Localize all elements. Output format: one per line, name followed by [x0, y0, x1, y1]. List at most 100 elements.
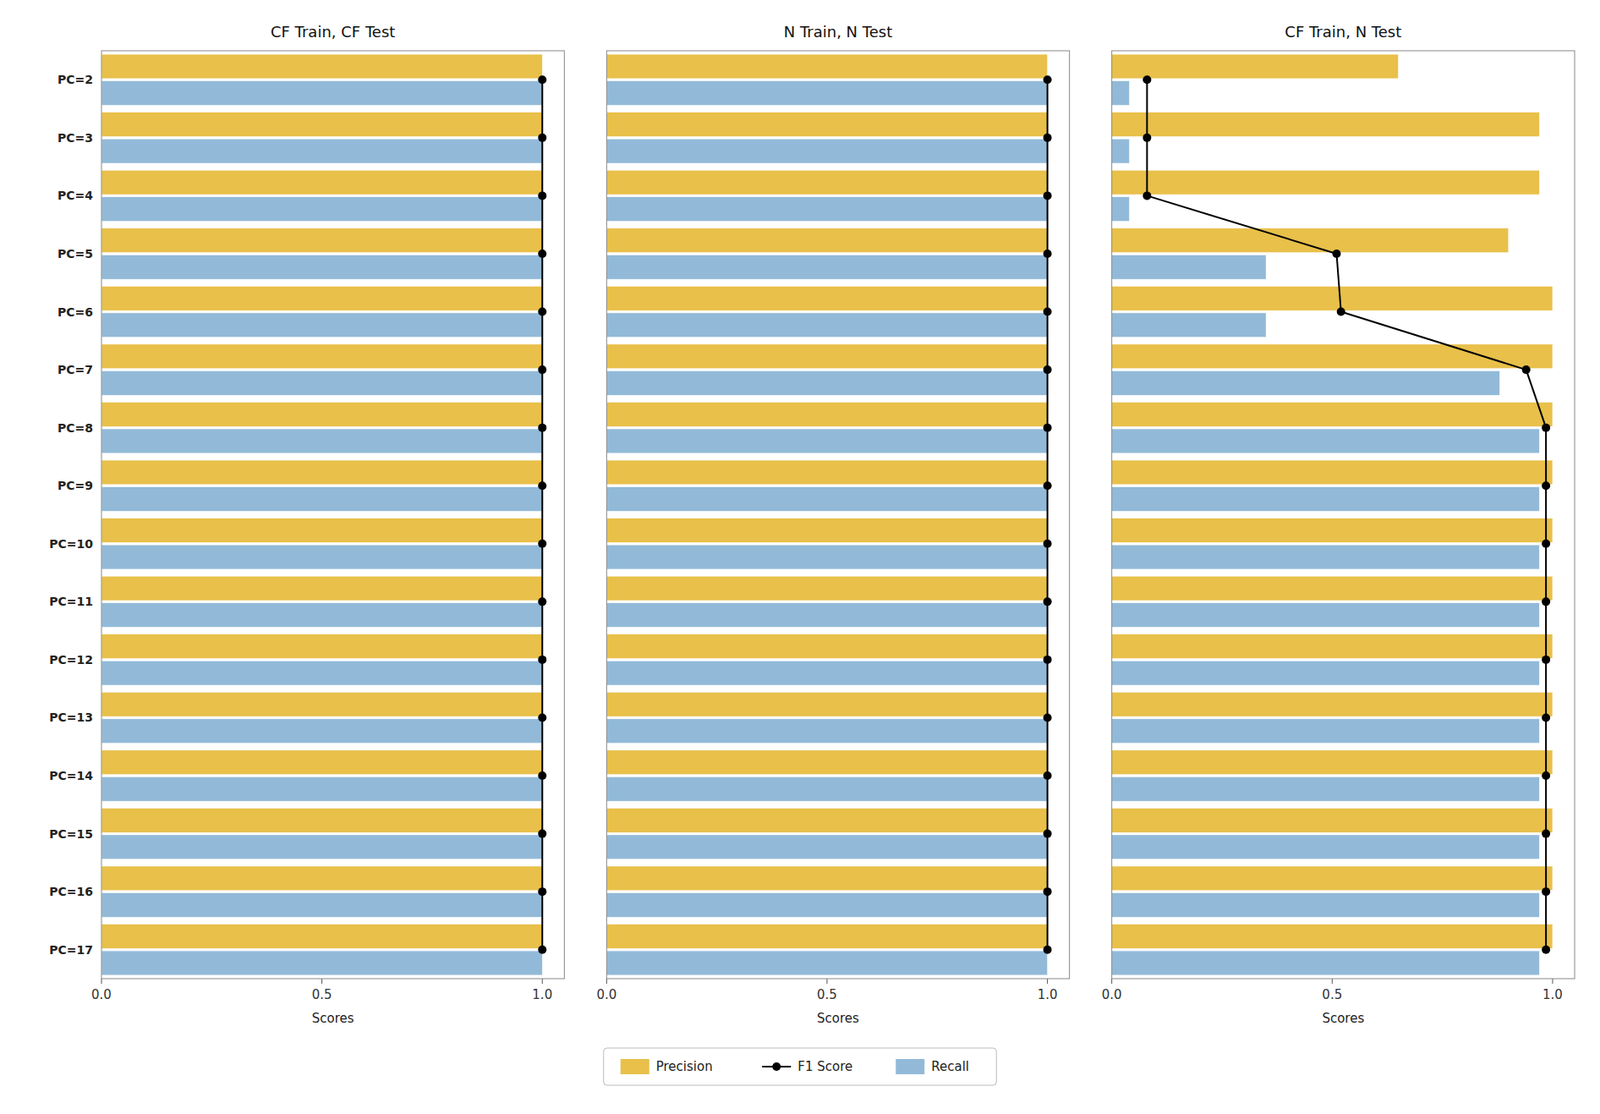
tick-label: 0.0 [596, 986, 617, 1003]
x-axis-label: Scores [1321, 1010, 1365, 1026]
bar [1112, 544, 1540, 570]
marker [537, 597, 547, 606]
bar [1112, 401, 1553, 427]
bar [606, 634, 1047, 659]
bar [606, 602, 1047, 628]
bar [101, 518, 543, 543]
bar [101, 112, 543, 137]
panel: 0.00.51.0CF Train, N TestScores [1101, 22, 1575, 1026]
bar [101, 54, 543, 79]
figure: 0.00.51.0PC=2PC=3PC=4PC=5PC=6PC=7PC=8PC=… [0, 0, 1600, 1114]
bar [101, 228, 543, 253]
bar [1112, 254, 1266, 280]
bar [606, 834, 1047, 860]
bar [101, 81, 543, 106]
bar [1112, 602, 1540, 628]
category-label: PC=15 [49, 827, 94, 841]
bar [101, 370, 543, 395]
tick-label: 0.5 [312, 986, 333, 1003]
plot-background [101, 50, 565, 979]
marker [537, 481, 547, 490]
bar [606, 370, 1047, 395]
bar [101, 344, 543, 369]
plot-frame [606, 50, 1069, 979]
bar [1112, 750, 1553, 775]
bar [1112, 428, 1540, 454]
bar [606, 807, 1047, 833]
bar [1112, 691, 1553, 717]
category-label: PC=14 [49, 768, 94, 783]
category-label: PC=4 [57, 188, 94, 203]
tick-mark [606, 978, 608, 984]
marker [537, 887, 547, 896]
bar [1112, 370, 1501, 395]
bar [1112, 865, 1553, 891]
tick-mark [1111, 978, 1113, 984]
tick-label: 0.5 [1321, 986, 1343, 1003]
bar [101, 660, 543, 685]
plot-area [101, 54, 547, 976]
marker [1043, 75, 1053, 84]
tick-label: 0.0 [1101, 986, 1123, 1003]
category-label: PC=7 [57, 362, 94, 377]
bar [606, 518, 1047, 543]
bar [606, 487, 1047, 512]
marker [537, 712, 547, 722]
bar [101, 138, 543, 164]
marker [1522, 365, 1531, 374]
bar [606, 312, 1047, 338]
bar [1112, 834, 1540, 860]
plot-frame [101, 50, 565, 979]
bar [101, 602, 543, 628]
bar [606, 254, 1047, 280]
bar [101, 691, 543, 717]
marker [1541, 829, 1551, 839]
bar [606, 460, 1047, 485]
bar [1112, 312, 1266, 338]
marker [537, 133, 547, 143]
bar [606, 197, 1047, 222]
marker [537, 829, 547, 839]
bar [1112, 893, 1540, 918]
bar [101, 401, 543, 427]
bar [101, 893, 543, 918]
marker [1043, 191, 1053, 200]
bar [101, 924, 543, 949]
bar [606, 575, 1047, 601]
panel-title: N Train, N Test [783, 22, 893, 41]
tick-label: 0.5 [816, 986, 838, 1003]
legend-box [603, 1047, 998, 1085]
legend: PrecisionF1 ScoreRecall [603, 1047, 998, 1085]
tick-mark [542, 978, 543, 984]
marker [1043, 887, 1053, 896]
bar [101, 807, 543, 833]
tick-label: 0.0 [91, 986, 112, 1003]
tick-mark [1046, 978, 1048, 984]
bar [606, 544, 1047, 570]
marker [1541, 423, 1551, 433]
marker [537, 539, 547, 548]
bar [101, 750, 543, 775]
marker [1142, 191, 1151, 200]
bar [606, 228, 1047, 253]
panel-title: CF Train, CF Test [270, 22, 395, 41]
category-label: PC=10 [49, 536, 94, 551]
marker [1043, 771, 1053, 780]
legend-swatch [620, 1058, 650, 1074]
marker [537, 307, 547, 317]
legend-swatch [772, 1062, 781, 1071]
plot-background [606, 50, 1069, 979]
category-label: PC=12 [49, 652, 94, 667]
bar [606, 718, 1047, 744]
tick-mark [826, 978, 828, 984]
marker [1142, 75, 1151, 84]
plot-frame [1112, 50, 1575, 979]
f1-line [1046, 79, 1049, 949]
bar [101, 544, 543, 570]
bar [101, 487, 543, 512]
category-label: PC=9 [57, 478, 94, 493]
marker [1043, 945, 1053, 954]
legend-label: Precision [656, 1058, 713, 1074]
bar [1112, 718, 1540, 744]
category-label: PC=3 [57, 131, 94, 145]
